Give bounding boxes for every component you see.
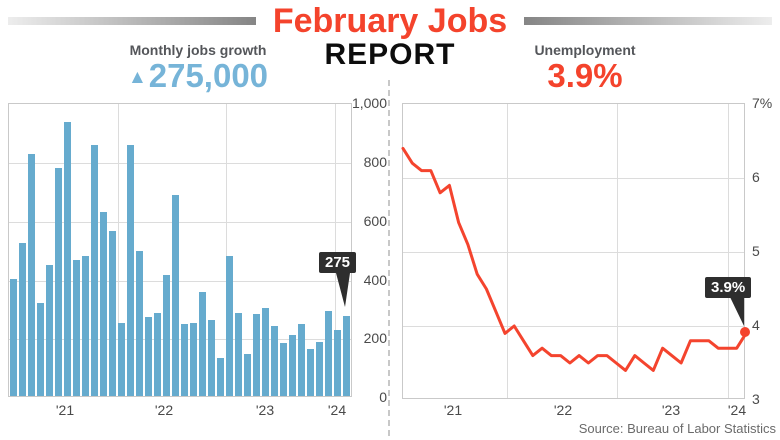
jobs-growth-bar [226, 255, 233, 396]
jobs-growth-bar [91, 144, 98, 396]
gridline [403, 252, 744, 253]
unemployment-stat-value: 3.9% [547, 57, 623, 94]
center-divider [388, 80, 390, 436]
jobs-callout-badge: 275 [319, 252, 357, 273]
unemployment-line-svg [401, 146, 748, 372]
jobs-growth-bar [64, 121, 71, 396]
jobs-growth-bar [334, 330, 341, 396]
jobs-growth-bar [109, 231, 116, 396]
jobs-growth-bar [343, 315, 350, 396]
gridline [9, 281, 351, 282]
gridline [9, 339, 351, 340]
jobs-growth-bar [10, 279, 17, 396]
y-tick-label: 0 [379, 389, 387, 405]
jobs-growth-bar [235, 312, 242, 396]
jobs-callout-pointer [336, 273, 350, 307]
unemployment-stat: Unemployment 3.9% [445, 42, 725, 94]
unemployment-callout-pointer [730, 297, 744, 326]
jobs-growth-bar [46, 264, 53, 396]
gridline [9, 222, 351, 223]
jobs-growth-bar [325, 311, 332, 396]
x-tick-label: '21 [443, 402, 463, 418]
jobs-growth-bar [262, 308, 269, 396]
y-tick-label: 400 [363, 272, 387, 288]
jobs-growth-bar [244, 353, 251, 396]
jobs-growth-bar [145, 317, 152, 396]
unemployment-end-dot [740, 327, 750, 337]
header-rule-left [8, 17, 256, 25]
jobs-growth-bar [289, 334, 296, 396]
gridline [507, 104, 508, 398]
jobs-growth-bar [82, 255, 89, 396]
jobs-growth-bar [154, 312, 161, 396]
x-tick-label: '23 [255, 402, 275, 418]
jobs-growth-bar [307, 349, 314, 396]
jobs-growth-bar [271, 325, 278, 396]
y-tick-label: 7% [752, 95, 773, 111]
source-credit: Source: Bureau of Labor Statistics [578, 421, 776, 436]
jobs-growth-stat: Monthly jobs growth ▲275,000 [58, 42, 338, 100]
gridline [617, 104, 618, 398]
y-tick-label: 3 [752, 391, 760, 407]
unemployment-callout-badge: 3.9% [705, 277, 752, 298]
jobs-growth-bar [73, 260, 80, 396]
jobs-growth-bar [217, 358, 224, 396]
y-tick-label: 4 [752, 317, 760, 333]
jobs-growth-bar [298, 324, 305, 396]
report-title: February Jobs [272, 2, 508, 40]
gridline [728, 104, 729, 398]
jobs-growth-stat-label: Monthly jobs growth [129, 42, 267, 58]
unemployment-plot [401, 103, 748, 399]
y-tick-label: 5 [752, 243, 760, 259]
jobs-growth-bar [28, 153, 35, 396]
gridline [9, 163, 351, 164]
x-tick-label: '22 [553, 402, 573, 418]
x-tick-label: '22 [154, 402, 174, 418]
gridline [226, 104, 227, 396]
unemployment-line [401, 146, 748, 372]
jobs-growth-bar [163, 274, 170, 396]
x-tick-label: '24 [327, 402, 347, 418]
jobs-growth-bar [253, 314, 260, 396]
y-tick-label: 1,000 [351, 95, 387, 111]
unemployment-stat-label: Unemployment [534, 42, 636, 58]
jobs-growth-bar [55, 168, 62, 396]
jobs-growth-bar [118, 323, 125, 396]
x-tick-label: '21 [55, 402, 75, 418]
jobs-growth-bar [190, 323, 197, 396]
jobs-growth-bar [316, 341, 323, 396]
x-tick-label: '24 [727, 402, 747, 418]
y-tick-label: 600 [363, 213, 387, 229]
jobs-growth-plot [8, 103, 352, 397]
jobs-growth-number: 275,000 [148, 57, 269, 94]
gridline [335, 104, 336, 396]
y-tick-label: 800 [363, 154, 387, 170]
gridline [403, 178, 744, 179]
jobs-growth-stat-value: ▲275,000 [58, 58, 338, 100]
jobs-growth-bar [100, 212, 107, 396]
jobs-growth-bar [199, 292, 206, 396]
x-tick-label: '23 [661, 402, 681, 418]
up-triangle-icon: ▲ [127, 67, 147, 88]
report-subtitle: REPORT [324, 38, 456, 71]
jobs-growth-bar [280, 343, 287, 396]
jobs-growth-bar [136, 251, 143, 396]
jobs-growth-bar [19, 242, 26, 396]
y-tick-label: 200 [363, 330, 387, 346]
y-tick-label: 6 [752, 169, 760, 185]
jobs-growth-bar [37, 302, 44, 396]
jobs-growth-bar [127, 144, 134, 396]
header-rule-right [524, 17, 772, 25]
jobs-growth-bar [181, 324, 188, 396]
gridline [403, 326, 744, 327]
gridline [118, 104, 119, 396]
jobs-growth-bar [172, 194, 179, 396]
jobs-growth-bar [208, 320, 215, 396]
